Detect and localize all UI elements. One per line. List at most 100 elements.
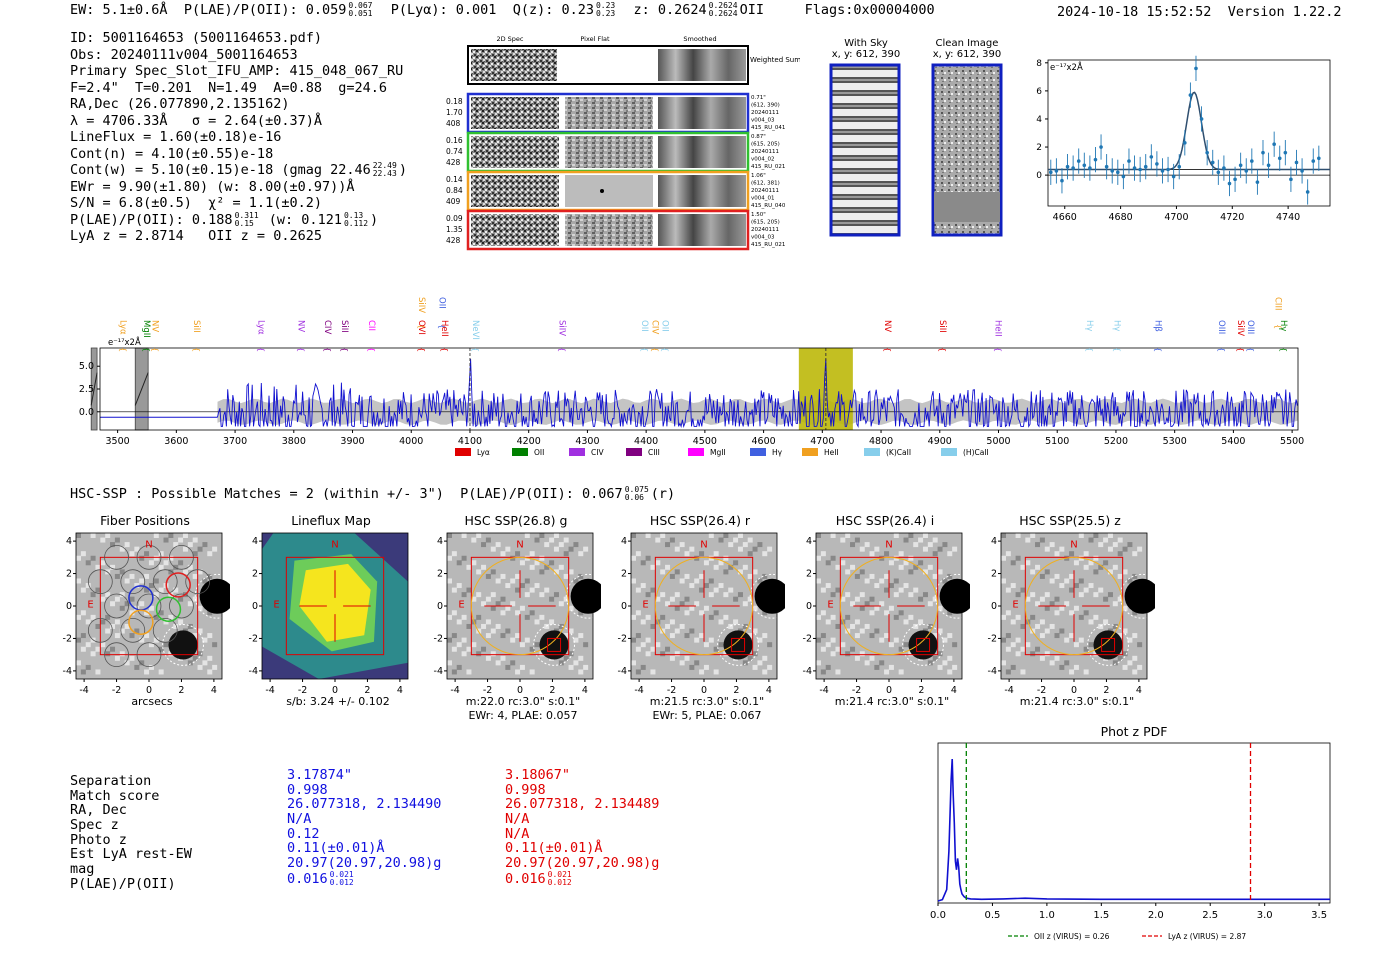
cutout-noise: [1093, 533, 1099, 538]
cutout-noise: [937, 546, 943, 552]
cutout-noise: [888, 605, 894, 611]
cutout-caption-line2: EWr: 5, PLAE: 0.067: [652, 709, 762, 722]
bright-source: [754, 578, 785, 614]
blue-plae-lo: 0.012: [329, 877, 354, 887]
spectral-line-label: SiII: [937, 320, 947, 333]
cutout-noise: [660, 651, 666, 657]
cutout-noise: [1035, 564, 1041, 570]
cutout-xtick-label: 4: [1136, 685, 1142, 696]
cutout-noise: [723, 614, 729, 620]
cutout-noise: [747, 537, 753, 543]
label-spec-z: Spec z: [70, 817, 119, 834]
cutout-noise: [158, 587, 164, 593]
spectrum-xtick-label: 4500: [693, 436, 717, 447]
zoom-xtick-label: 4740: [1276, 212, 1300, 223]
cutout-noise: [187, 623, 193, 629]
spectral-line-brace: {: [1236, 347, 1245, 352]
cutout-noise: [456, 642, 462, 648]
cutout-noise: [153, 578, 159, 584]
cutout-noise: [1117, 573, 1123, 579]
cutout-ytick-label: -2: [618, 633, 627, 644]
cutout-noise: [139, 601, 145, 607]
cutout-noise: [539, 555, 545, 561]
cutout-noise: [640, 560, 646, 566]
cutout-noise: [524, 614, 530, 620]
cutout-caption-line1: arcsecs: [131, 695, 173, 708]
cutout-noise: [519, 642, 525, 648]
cutout-noise: [635, 610, 641, 616]
cutout-noise: [737, 546, 743, 552]
cutout-noise: [505, 605, 511, 611]
cutout-noise: [645, 637, 651, 643]
cutout-noise: [461, 637, 467, 643]
zoom-point: [1065, 164, 1070, 169]
cutout-ytick-label: 4: [806, 536, 812, 547]
datetime: 2024-10-18 15:52:52: [1057, 4, 1212, 20]
cutout-noise: [742, 564, 748, 570]
cutout-noise: [1054, 573, 1060, 579]
cutout-image: N E -4 -4 -2 -2 0 0 2 2 4 4: [618, 532, 785, 696]
cutout-noise: [922, 533, 928, 538]
north-label: N: [885, 540, 892, 551]
cutout-xtick-label: -2: [852, 685, 861, 696]
cutout-noise: [578, 573, 584, 579]
cutout-noise: [869, 633, 875, 639]
spectral-line-brace: {: [994, 347, 1003, 352]
col-title-2dspec: 2D Spec: [496, 35, 523, 43]
full-spectrum-chart: 0.0 2.5 5.0 3500 3600 3700 3800 3900 4000 4100 420…: [79, 297, 1304, 457]
spec-row-right-value: (615, 205): [751, 220, 780, 226]
cutout-noise: [148, 583, 154, 589]
cutout-noise: [578, 551, 584, 557]
cutout-noise: [645, 533, 651, 538]
cutout-noise: [932, 537, 938, 543]
cutout-noise: [110, 601, 116, 607]
cutout-noise: [1054, 655, 1060, 661]
clean-xy: x, y: 612, 390: [932, 49, 1002, 60]
zoom-point: [1283, 150, 1288, 155]
cutout-xtick-label: -4: [450, 685, 459, 696]
legend-label: (K)CaII: [886, 448, 911, 457]
cutout-noise: [192, 537, 198, 543]
cutout-noise: [466, 646, 472, 652]
cutout-noise: [100, 642, 106, 648]
cutout-noise: [187, 564, 193, 570]
cutout-noise: [679, 660, 685, 666]
cutout-noise: [898, 646, 904, 652]
cutout-noise: [524, 578, 530, 584]
cutout-xtick-label: -2: [667, 685, 676, 696]
cutout-noise: [869, 596, 875, 602]
cutout-noise: [134, 546, 140, 552]
cutout-noise: [1015, 592, 1021, 598]
cutout-noise: [76, 614, 81, 620]
cutout-noise: [1039, 633, 1045, 639]
cutout-noise: [495, 578, 501, 584]
match-circle: [470, 556, 570, 656]
cutout-noise: [197, 546, 203, 552]
cutout-noise: [80, 646, 86, 652]
cutout-noise: [466, 587, 472, 593]
hsc-title-band: (r): [650, 486, 676, 502]
cutout-noise: [1069, 573, 1075, 579]
spectral-line-label: HeII: [993, 320, 1003, 337]
bright-source: [570, 578, 601, 614]
spectral-line-label: OIII: [1216, 320, 1226, 334]
cutout-noise: [820, 551, 826, 557]
match-circle: [1024, 556, 1124, 656]
cutout-noise: [583, 664, 589, 670]
zoom-point: [1116, 170, 1120, 175]
cutout-noise: [679, 578, 685, 584]
fiber-circle: [87, 569, 113, 595]
zoom-point: [1171, 174, 1176, 179]
cutout-noise: [703, 642, 709, 648]
cutout-noise: [854, 619, 860, 625]
cutout-noise: [563, 551, 569, 557]
photz-title: Phot z PDF: [1101, 724, 1168, 739]
zoom-point: [1277, 156, 1282, 161]
zoom-unit-label: e⁻¹⁷x2Å: [1050, 61, 1083, 73]
cutout-noise: [178, 596, 184, 602]
cutout-noise: [129, 551, 135, 557]
cutout-noise: [76, 578, 81, 584]
spec-row-flat: [565, 97, 653, 129]
fiber-circle: [136, 642, 162, 668]
cutout-noise: [1127, 578, 1133, 584]
